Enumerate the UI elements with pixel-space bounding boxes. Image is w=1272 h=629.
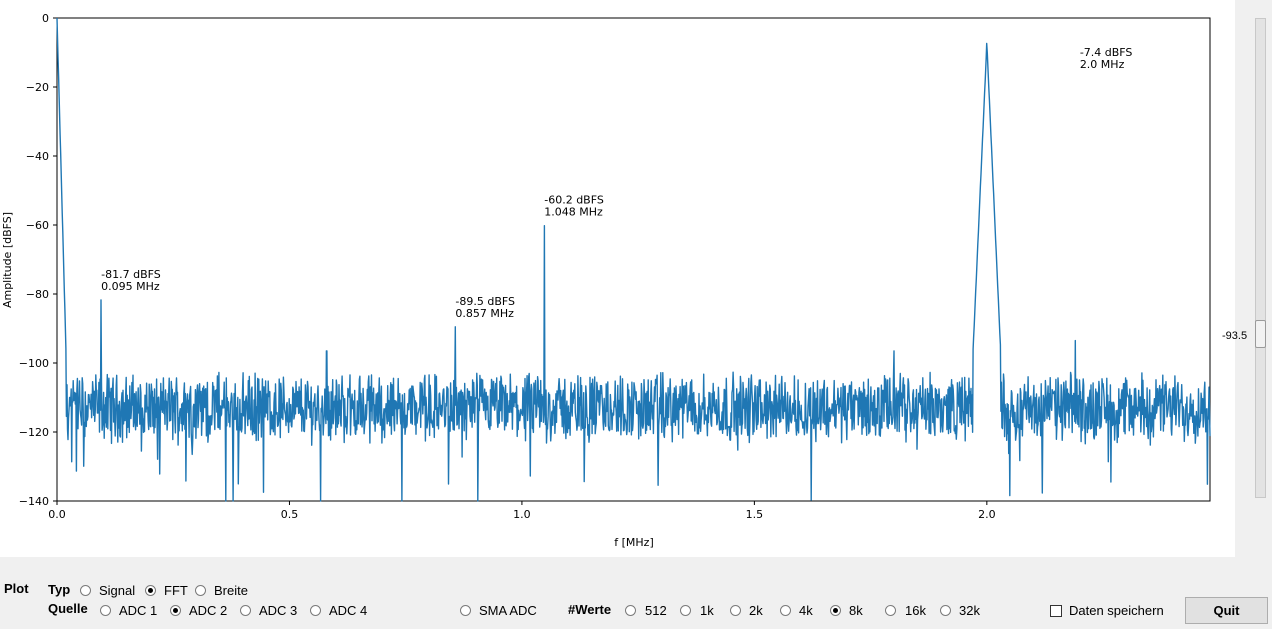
y-axis-label: Amplitude [dBFS]	[1, 212, 14, 308]
werte-32k-label[interactable]: 32k	[959, 603, 980, 618]
x-axis-label: f [MHz]	[614, 536, 654, 549]
typ-label: Typ	[48, 582, 71, 597]
quelle-sma-adc-radio[interactable]	[460, 605, 471, 616]
peak-annotation-frequency: 2.0 MHz	[1080, 58, 1125, 71]
y-tick-label: −100	[19, 357, 49, 370]
save-data-label[interactable]: Daten speichern	[1069, 603, 1164, 618]
quelle-sma-adc-label[interactable]: SMA ADC	[479, 603, 537, 618]
quit-button[interactable]: Quit	[1185, 597, 1268, 624]
werte-1k-radio[interactable]	[680, 605, 691, 616]
y-tick-label: −40	[26, 150, 49, 163]
quelle-label: Quelle	[48, 601, 88, 616]
werte-label: #Werte	[568, 602, 612, 617]
werte-8k-label[interactable]: 8k	[849, 603, 863, 618]
peak-annotation-level: -81.7 dBFS	[101, 268, 161, 281]
plot-label: Plot	[4, 581, 29, 596]
typ-signal-label[interactable]: Signal	[99, 583, 136, 598]
quelle-adc4-label[interactable]: ADC 4	[329, 603, 368, 618]
threshold-slider-thumb[interactable]	[1255, 320, 1266, 348]
y-tick-label: −60	[26, 219, 49, 232]
threshold-slider-track[interactable]	[1255, 18, 1266, 498]
x-tick-label: 1.5	[746, 508, 764, 521]
peak-annotation-level: -60.2 dBFS	[544, 194, 604, 207]
x-tick-label: 0.5	[281, 508, 299, 521]
peak-annotation-frequency: 1.048 MHz	[544, 206, 603, 219]
x-tick-label: 0.0	[48, 508, 66, 521]
peak-annotation-level: -7.4 dBFS	[1080, 46, 1133, 59]
quelle-adc1-radio[interactable]	[100, 605, 111, 616]
y-tick-label: −120	[19, 426, 49, 439]
quelle-adc1-label[interactable]: ADC 1	[119, 603, 158, 618]
quelle-adc2-label[interactable]: ADC 2	[189, 603, 228, 618]
werte-512-label[interactable]: 512	[645, 603, 667, 618]
typ-breite-radio[interactable]	[195, 585, 206, 596]
x-tick-label: 2.0	[978, 508, 996, 521]
typ-fft-label[interactable]: FFT	[164, 583, 188, 598]
werte-4k-radio[interactable]	[780, 605, 791, 616]
quelle-adc3-radio[interactable]	[240, 605, 251, 616]
x-tick-label: 1.0	[513, 508, 531, 521]
typ-breite-label[interactable]: Breite	[214, 583, 248, 598]
plot-area: 0.0 0.5 1.0 1.5 2.0 0 −20 −40 −60 −80 −100 −120 −140…	[0, 0, 1235, 557]
typ-fft-radio[interactable]	[145, 585, 156, 596]
werte-1k-label[interactable]: 1k	[700, 603, 714, 618]
save-data-checkbox[interactable]	[1050, 605, 1062, 617]
quelle-adc4-radio[interactable]	[310, 605, 321, 616]
quelle-adc2-radio[interactable]	[170, 605, 181, 616]
peak-annotation-frequency: 0.095 MHz	[101, 280, 160, 293]
threshold-panel	[1235, 0, 1272, 557]
peak-annotation-frequency: 0.857 MHz	[455, 307, 514, 320]
quelle-adc3-label[interactable]: ADC 3	[259, 603, 298, 618]
y-tick-label: 0	[42, 12, 49, 25]
fft-chart: 0.0 0.5 1.0 1.5 2.0 0 −20 −40 −60 −80 −100 −120 −140…	[1, 12, 1211, 549]
y-tick-label: −140	[19, 495, 49, 508]
werte-2k-label[interactable]: 2k	[749, 603, 763, 618]
y-tick-label: −20	[26, 81, 49, 94]
werte-16k-label[interactable]: 16k	[905, 603, 926, 618]
threshold-value: -93.5	[1222, 330, 1248, 342]
werte-16k-radio[interactable]	[885, 605, 896, 616]
fft-series-line	[56, 17, 1211, 502]
werte-2k-radio[interactable]	[730, 605, 741, 616]
werte-8k-radio[interactable]	[830, 605, 841, 616]
typ-signal-radio[interactable]	[80, 585, 91, 596]
peak-annotation-level: -89.5 dBFS	[455, 295, 515, 308]
y-tick-label: −80	[26, 288, 49, 301]
werte-32k-radio[interactable]	[940, 605, 951, 616]
werte-512-radio[interactable]	[625, 605, 636, 616]
werte-4k-label[interactable]: 4k	[799, 603, 813, 618]
